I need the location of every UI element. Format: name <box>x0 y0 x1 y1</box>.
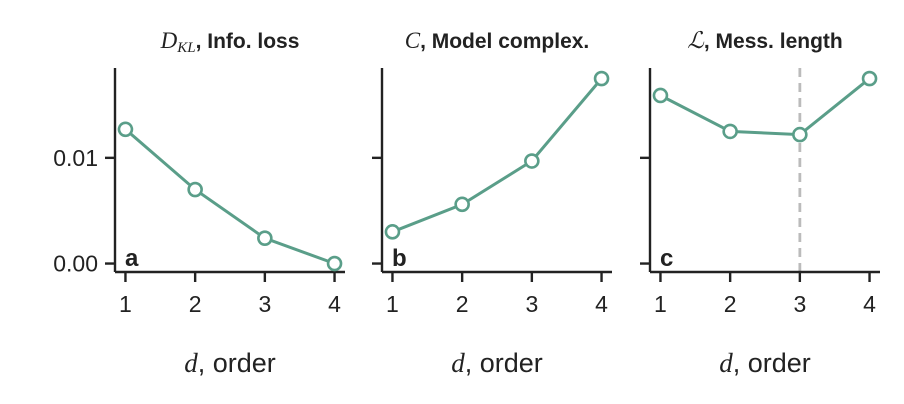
panel-c: ℒ, Mess. length 1 2 3 4 d, order c <box>640 28 880 378</box>
title-text: , Model complex. <box>420 30 589 53</box>
title-text: , Mess. length <box>704 30 843 53</box>
x-axis-label-var: d <box>719 348 733 378</box>
x-axis-label-var: d <box>184 348 198 378</box>
data-point <box>187 181 203 198</box>
x-axis-label: d, order <box>719 348 811 378</box>
data-point <box>454 196 470 213</box>
data-point <box>524 153 540 169</box>
title-symbol: ℒ <box>687 28 704 53</box>
x-tick-label: 3 <box>793 291 806 317</box>
data-point <box>384 224 401 240</box>
y-tick-label: 0.00 <box>53 251 98 277</box>
x-axis-label-text: , order <box>733 348 811 378</box>
x-tick-label: 4 <box>595 291 608 317</box>
x-tick-label: 2 <box>456 291 469 317</box>
title-symbol: D <box>160 28 178 53</box>
panel-a: DKL, Info. loss 0.00 0.01 1 2 3 4 d, order a <box>53 28 345 378</box>
series-line <box>124 128 336 265</box>
data-point <box>257 230 273 246</box>
x-axis-label: d, order <box>451 348 543 378</box>
panel-title: C, Model complex. <box>405 28 590 53</box>
x-tick-label: 2 <box>189 291 202 317</box>
series-line <box>391 77 603 234</box>
title-symbol: C <box>405 28 421 53</box>
panel-title: DKL, Info. loss <box>160 28 300 56</box>
data-point <box>861 70 878 87</box>
x-tick-label: 1 <box>654 291 667 317</box>
series-line <box>659 77 871 137</box>
y-tick-label: 0.01 <box>53 145 98 171</box>
data-point <box>652 87 669 104</box>
x-tick-label: 1 <box>386 291 399 317</box>
panel-title: ℒ, Mess. length <box>687 28 842 53</box>
x-tick-label: 4 <box>328 291 341 317</box>
data-point <box>326 255 343 272</box>
x-tick-label: 3 <box>525 291 538 317</box>
x-tick-label: 4 <box>863 291 876 317</box>
data-point <box>722 123 738 140</box>
data-point <box>117 121 134 138</box>
x-tick-label: 1 <box>119 291 132 317</box>
x-tick-label: 3 <box>258 291 271 317</box>
x-tick-label: 2 <box>724 291 737 317</box>
x-axis-label-text: , order <box>465 348 543 378</box>
x-axis-label-text: , order <box>198 348 276 378</box>
panel-letter: b <box>392 245 407 272</box>
x-axis-label-var: d <box>451 348 465 378</box>
title-text: , Info. loss <box>196 30 300 53</box>
panel-letter: c <box>660 245 673 272</box>
data-point <box>792 126 808 143</box>
title-subscript: KL <box>176 40 195 56</box>
data-point <box>593 70 610 87</box>
panel-b: C, Model complex. 1 2 3 4 d, order b <box>372 28 612 378</box>
x-axis-label: d, order <box>184 348 276 378</box>
panel-letter: a <box>125 245 139 272</box>
